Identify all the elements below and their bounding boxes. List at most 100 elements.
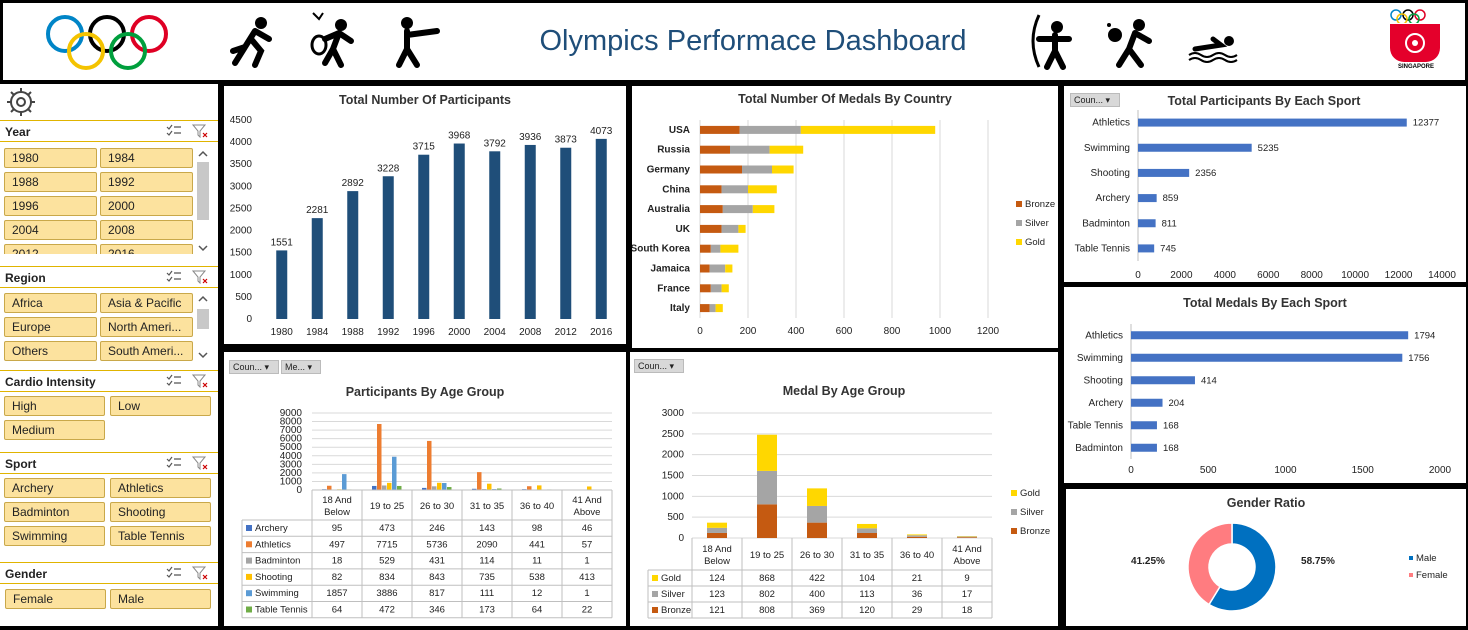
bar-segment (710, 284, 722, 293)
region-south-america-button[interactable]: South Ameri... (100, 341, 193, 361)
cardio-low-button[interactable]: Low (110, 396, 211, 416)
clear-filter-icon[interactable] (192, 456, 208, 470)
sport-swimming-button[interactable]: Swimming (4, 526, 105, 546)
year-scrollbar[interactable] (196, 148, 210, 254)
year-1984-button[interactable]: 1984 (100, 148, 193, 168)
count-field-dropdown[interactable]: Coun... ▾ (1070, 93, 1120, 107)
y-tick-label: Table Tennis (1075, 243, 1130, 254)
year-2000-button[interactable]: 2000 (100, 196, 193, 216)
x-tick-label: 0 (1135, 270, 1141, 281)
table-cell: 36 (912, 589, 923, 600)
table-header: 31 to 35 (470, 501, 504, 512)
gear-icon[interactable] (6, 87, 36, 117)
y-tick-label: 4500 (230, 115, 253, 126)
year-slicer: Year 1980 1984 1988 1992 1996 2000 2004 … (0, 120, 218, 260)
cardio-high-button[interactable]: High (4, 396, 105, 416)
y-tick-label: 0 (296, 485, 302, 496)
y-tick-label: 3000 (280, 459, 303, 470)
table-cell: 18 (962, 605, 973, 616)
region-scrollbar[interactable] (196, 293, 210, 361)
table-cell: 817 (429, 588, 445, 599)
table-cell: 472 (379, 605, 395, 616)
data-label: 3873 (555, 135, 578, 146)
cardio-medium-button[interactable]: Medium (4, 420, 105, 440)
year-2016-button[interactable]: 2016 (100, 244, 193, 254)
y-tick-label: Swimming (1084, 143, 1130, 154)
y-tick-label: 2000 (662, 450, 685, 461)
x-tick-label: 2004 (484, 327, 507, 338)
bar-segment (757, 470, 777, 505)
legend-swatch (652, 607, 658, 613)
donut-slice (1187, 522, 1233, 606)
year-1992-button[interactable]: 1992 (100, 172, 193, 192)
year-1980-button[interactable]: 1980 (4, 148, 97, 168)
y-tick-label: 2500 (662, 429, 685, 440)
table-cell: 64 (532, 605, 543, 616)
multi-select-icon[interactable] (166, 456, 182, 470)
count-field-dropdown[interactable]: Coun... ▾ (634, 359, 684, 373)
multi-select-icon[interactable] (166, 124, 182, 138)
bar (560, 147, 572, 319)
medals-by-age-chart: Coun... ▾ Medal By Age Group 0 500 1000 150… (630, 352, 1058, 626)
count-field-dropdown[interactable]: Coun... ▾ (229, 360, 279, 374)
dashboard-header: Olympics Performace Dashboard SINGAPORE (3, 3, 1465, 80)
dropdown-label: Coun... (1074, 95, 1104, 105)
multi-select-icon[interactable] (166, 566, 182, 580)
clear-filter-icon[interactable] (192, 566, 208, 580)
bar (422, 487, 427, 490)
clear-filter-icon[interactable] (192, 124, 208, 138)
table-cell: 46 (582, 523, 593, 534)
bar-segment (700, 125, 740, 134)
bar-segment (738, 224, 746, 233)
table-cell: 808 (759, 605, 775, 616)
legend-label: Gold (1020, 488, 1040, 499)
x-tick-label: 2000 (448, 327, 471, 338)
region-asia-pacific-button[interactable]: Asia & Pacific (100, 293, 193, 313)
sport-shooting-button[interactable]: Shooting (110, 502, 211, 522)
gender-slicer: Gender Female Male (0, 562, 218, 618)
bar-segment (700, 145, 730, 154)
legend-swatch (246, 525, 252, 531)
table-row-label: Shooting (255, 572, 293, 583)
y-tick-label: Athletics (1085, 330, 1123, 341)
clear-filter-icon[interactable] (192, 374, 208, 388)
region-north-america-button[interactable]: North Ameri... (100, 317, 193, 337)
y-tick-label: France (657, 283, 690, 294)
table-cell: 120 (859, 605, 875, 616)
x-tick-label: 1984 (306, 327, 329, 338)
table-header: 26 to 30 (800, 550, 834, 561)
gender-female-button[interactable]: Female (5, 589, 106, 609)
multi-select-icon[interactable] (166, 270, 182, 284)
year-2004-button[interactable]: 2004 (4, 220, 97, 240)
dropdown-arrow-icon: ▾ (264, 362, 270, 372)
y-tick-label: Archery (1096, 193, 1130, 204)
clear-filter-icon[interactable] (192, 270, 208, 284)
y-tick-label: Shooting (1084, 375, 1123, 386)
region-africa-button[interactable]: Africa (4, 293, 97, 313)
y-tick-label: 500 (667, 512, 684, 523)
table-cell: 173 (479, 605, 495, 616)
table-cell: 400 (809, 589, 825, 600)
sport-athletics-button[interactable]: Athletics (110, 478, 211, 498)
sport-archery-button[interactable]: Archery (4, 478, 105, 498)
y-tick-label: 7000 (280, 425, 303, 436)
cardio-slicer-title: Cardio Intensity (5, 375, 96, 389)
year-1988-button[interactable]: 1988 (4, 172, 97, 192)
multi-select-icon[interactable] (166, 374, 182, 388)
measure-field-dropdown[interactable]: Me... ▾ (281, 360, 321, 374)
data-label: 4073 (590, 126, 613, 137)
x-tick-label: 1000 (929, 326, 952, 337)
data-label: 3968 (448, 131, 471, 142)
bar (497, 488, 502, 490)
table-cell: 1 (584, 556, 589, 567)
region-others-button[interactable]: Others (4, 341, 97, 361)
bar-segment (752, 205, 775, 214)
year-2012-button[interactable]: 2012 (4, 244, 97, 254)
sport-table-tennis-button[interactable]: Table Tennis (110, 526, 211, 546)
sport-badminton-button[interactable]: Badminton (4, 502, 105, 522)
year-1996-button[interactable]: 1996 (4, 196, 97, 216)
region-europe-button[interactable]: Europe (4, 317, 97, 337)
gender-male-button[interactable]: Male (110, 589, 211, 609)
year-2008-button[interactable]: 2008 (100, 220, 193, 240)
bar (447, 487, 452, 490)
